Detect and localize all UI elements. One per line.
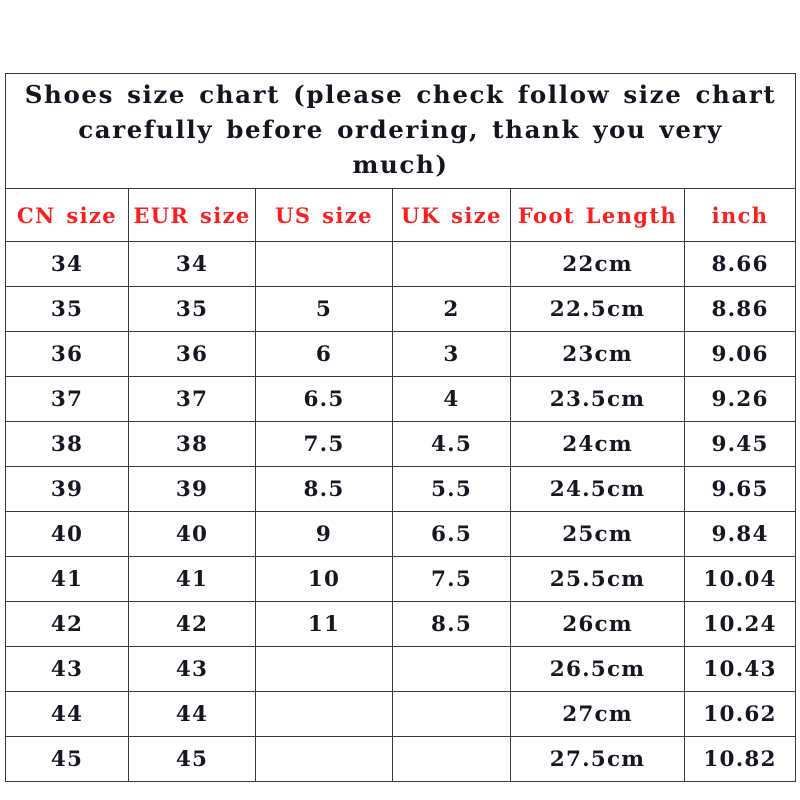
shoe-size-table: Shoes size chart (please check follow si… <box>4 72 797 783</box>
cell-foot: 27.5cm <box>510 736 685 783</box>
cell-foot: 26.5cm <box>510 646 685 693</box>
size-chart-container: Shoes size chart (please check follow si… <box>4 72 797 783</box>
cell-cn: 44 <box>5 691 129 738</box>
cell-us: 7.5 <box>255 421 393 468</box>
header-row: CN size EUR size US size UK size Foot Length… <box>5 188 797 243</box>
cell-eur: 43 <box>128 646 256 693</box>
cell-inch: 8.66 <box>683 241 797 288</box>
cell-uk: 4 <box>392 376 511 423</box>
column-header-uk: UK size <box>392 188 511 243</box>
cell-foot: 22.5cm <box>510 286 685 333</box>
cell-cn: 35 <box>5 286 129 333</box>
column-header-eur: EUR size <box>128 188 256 243</box>
cell-us: 9 <box>255 511 393 558</box>
cell-cn: 37 <box>5 376 129 423</box>
cell-eur: 44 <box>128 691 256 738</box>
cell-us: 5 <box>255 286 393 333</box>
cell-uk: 7.5 <box>392 556 511 603</box>
cell-us <box>255 646 393 693</box>
cell-inch: 10.62 <box>683 691 797 738</box>
cell-us: 10 <box>255 556 393 603</box>
table-row: 34 34 22cm 8.66 <box>5 241 797 288</box>
cell-inch: 9.06 <box>683 331 797 378</box>
cell-foot: 26cm <box>510 601 685 648</box>
cell-uk: 4.5 <box>392 421 511 468</box>
cell-us: 8.5 <box>255 466 393 513</box>
cell-us: 6 <box>255 331 393 378</box>
table-row: 44 44 27cm 10.62 <box>5 691 797 738</box>
cell-inch: 9.45 <box>683 421 797 468</box>
table-row: 38 38 7.5 4.5 24cm 9.45 <box>5 421 797 468</box>
cell-inch: 8.86 <box>683 286 797 333</box>
cell-cn: 39 <box>5 466 129 513</box>
cell-uk <box>392 241 511 288</box>
cell-foot: 25cm <box>510 511 685 558</box>
cell-foot: 22cm <box>510 241 685 288</box>
cell-cn: 42 <box>5 601 129 648</box>
column-header-cn: CN size <box>5 188 129 243</box>
cell-eur: 40 <box>128 511 256 558</box>
cell-inch: 10.43 <box>683 646 797 693</box>
cell-uk: 2 <box>392 286 511 333</box>
table-row: 43 43 26.5cm 10.43 <box>5 646 797 693</box>
table-row: 39 39 8.5 5.5 24.5cm 9.65 <box>5 466 797 513</box>
cell-cn: 34 <box>5 241 129 288</box>
cell-us <box>255 736 393 783</box>
table-row: 36 36 6 3 23cm 9.06 <box>5 331 797 378</box>
cell-eur: 37 <box>128 376 256 423</box>
cell-eur: 38 <box>128 421 256 468</box>
cell-inch: 10.82 <box>683 736 797 783</box>
cell-eur: 35 <box>128 286 256 333</box>
table-row: 37 37 6.5 4 23.5cm 9.26 <box>5 376 797 423</box>
cell-us <box>255 241 393 288</box>
cell-foot: 23.5cm <box>510 376 685 423</box>
cell-eur: 36 <box>128 331 256 378</box>
cell-uk: 5.5 <box>392 466 511 513</box>
cell-uk: 8.5 <box>392 601 511 648</box>
table-row: 42 42 11 8.5 26cm 10.24 <box>5 601 797 648</box>
cell-us <box>255 691 393 738</box>
cell-foot: 24cm <box>510 421 685 468</box>
cell-uk: 6.5 <box>392 511 511 558</box>
cell-foot: 23cm <box>510 331 685 378</box>
cell-foot: 25.5cm <box>510 556 685 603</box>
cell-eur: 41 <box>128 556 256 603</box>
cell-inch: 9.84 <box>683 511 797 558</box>
cell-eur: 39 <box>128 466 256 513</box>
table-body: Shoes size chart (please check follow si… <box>4 72 797 783</box>
cell-cn: 40 <box>5 511 129 558</box>
column-header-us: US size <box>255 188 393 243</box>
cell-uk <box>392 691 511 738</box>
cell-us: 6.5 <box>255 376 393 423</box>
cell-cn: 43 <box>5 646 129 693</box>
table-row: 40 40 9 6.5 25cm 9.84 <box>5 511 797 558</box>
cell-foot: 27cm <box>510 691 685 738</box>
cell-cn: 41 <box>5 556 129 603</box>
table-row: 45 45 27.5cm 10.82 <box>5 736 797 783</box>
cell-uk <box>392 646 511 693</box>
cell-eur: 42 <box>128 601 256 648</box>
cell-eur: 34 <box>128 241 256 288</box>
cell-uk <box>392 736 511 783</box>
table-row: 35 35 5 2 22.5cm 8.86 <box>5 286 797 333</box>
cell-eur: 45 <box>128 736 256 783</box>
cell-cn: 45 <box>5 736 129 783</box>
cell-inch: 10.24 <box>683 601 797 648</box>
cell-us: 11 <box>255 601 393 648</box>
cell-cn: 36 <box>5 331 129 378</box>
cell-inch: 9.26 <box>683 376 797 423</box>
cell-foot: 24.5cm <box>510 466 685 513</box>
column-header-inch: inch <box>683 188 797 243</box>
cell-cn: 38 <box>5 421 129 468</box>
cell-inch: 10.04 <box>683 556 797 603</box>
chart-title: Shoes size chart (please check follow si… <box>4 72 797 190</box>
column-header-foot: Foot Length <box>510 188 685 243</box>
table-row: 41 41 10 7.5 25.5cm 10.04 <box>5 556 797 603</box>
title-row: Shoes size chart (please check follow si… <box>4 72 797 190</box>
cell-inch: 9.65 <box>683 466 797 513</box>
cell-uk: 3 <box>392 331 511 378</box>
